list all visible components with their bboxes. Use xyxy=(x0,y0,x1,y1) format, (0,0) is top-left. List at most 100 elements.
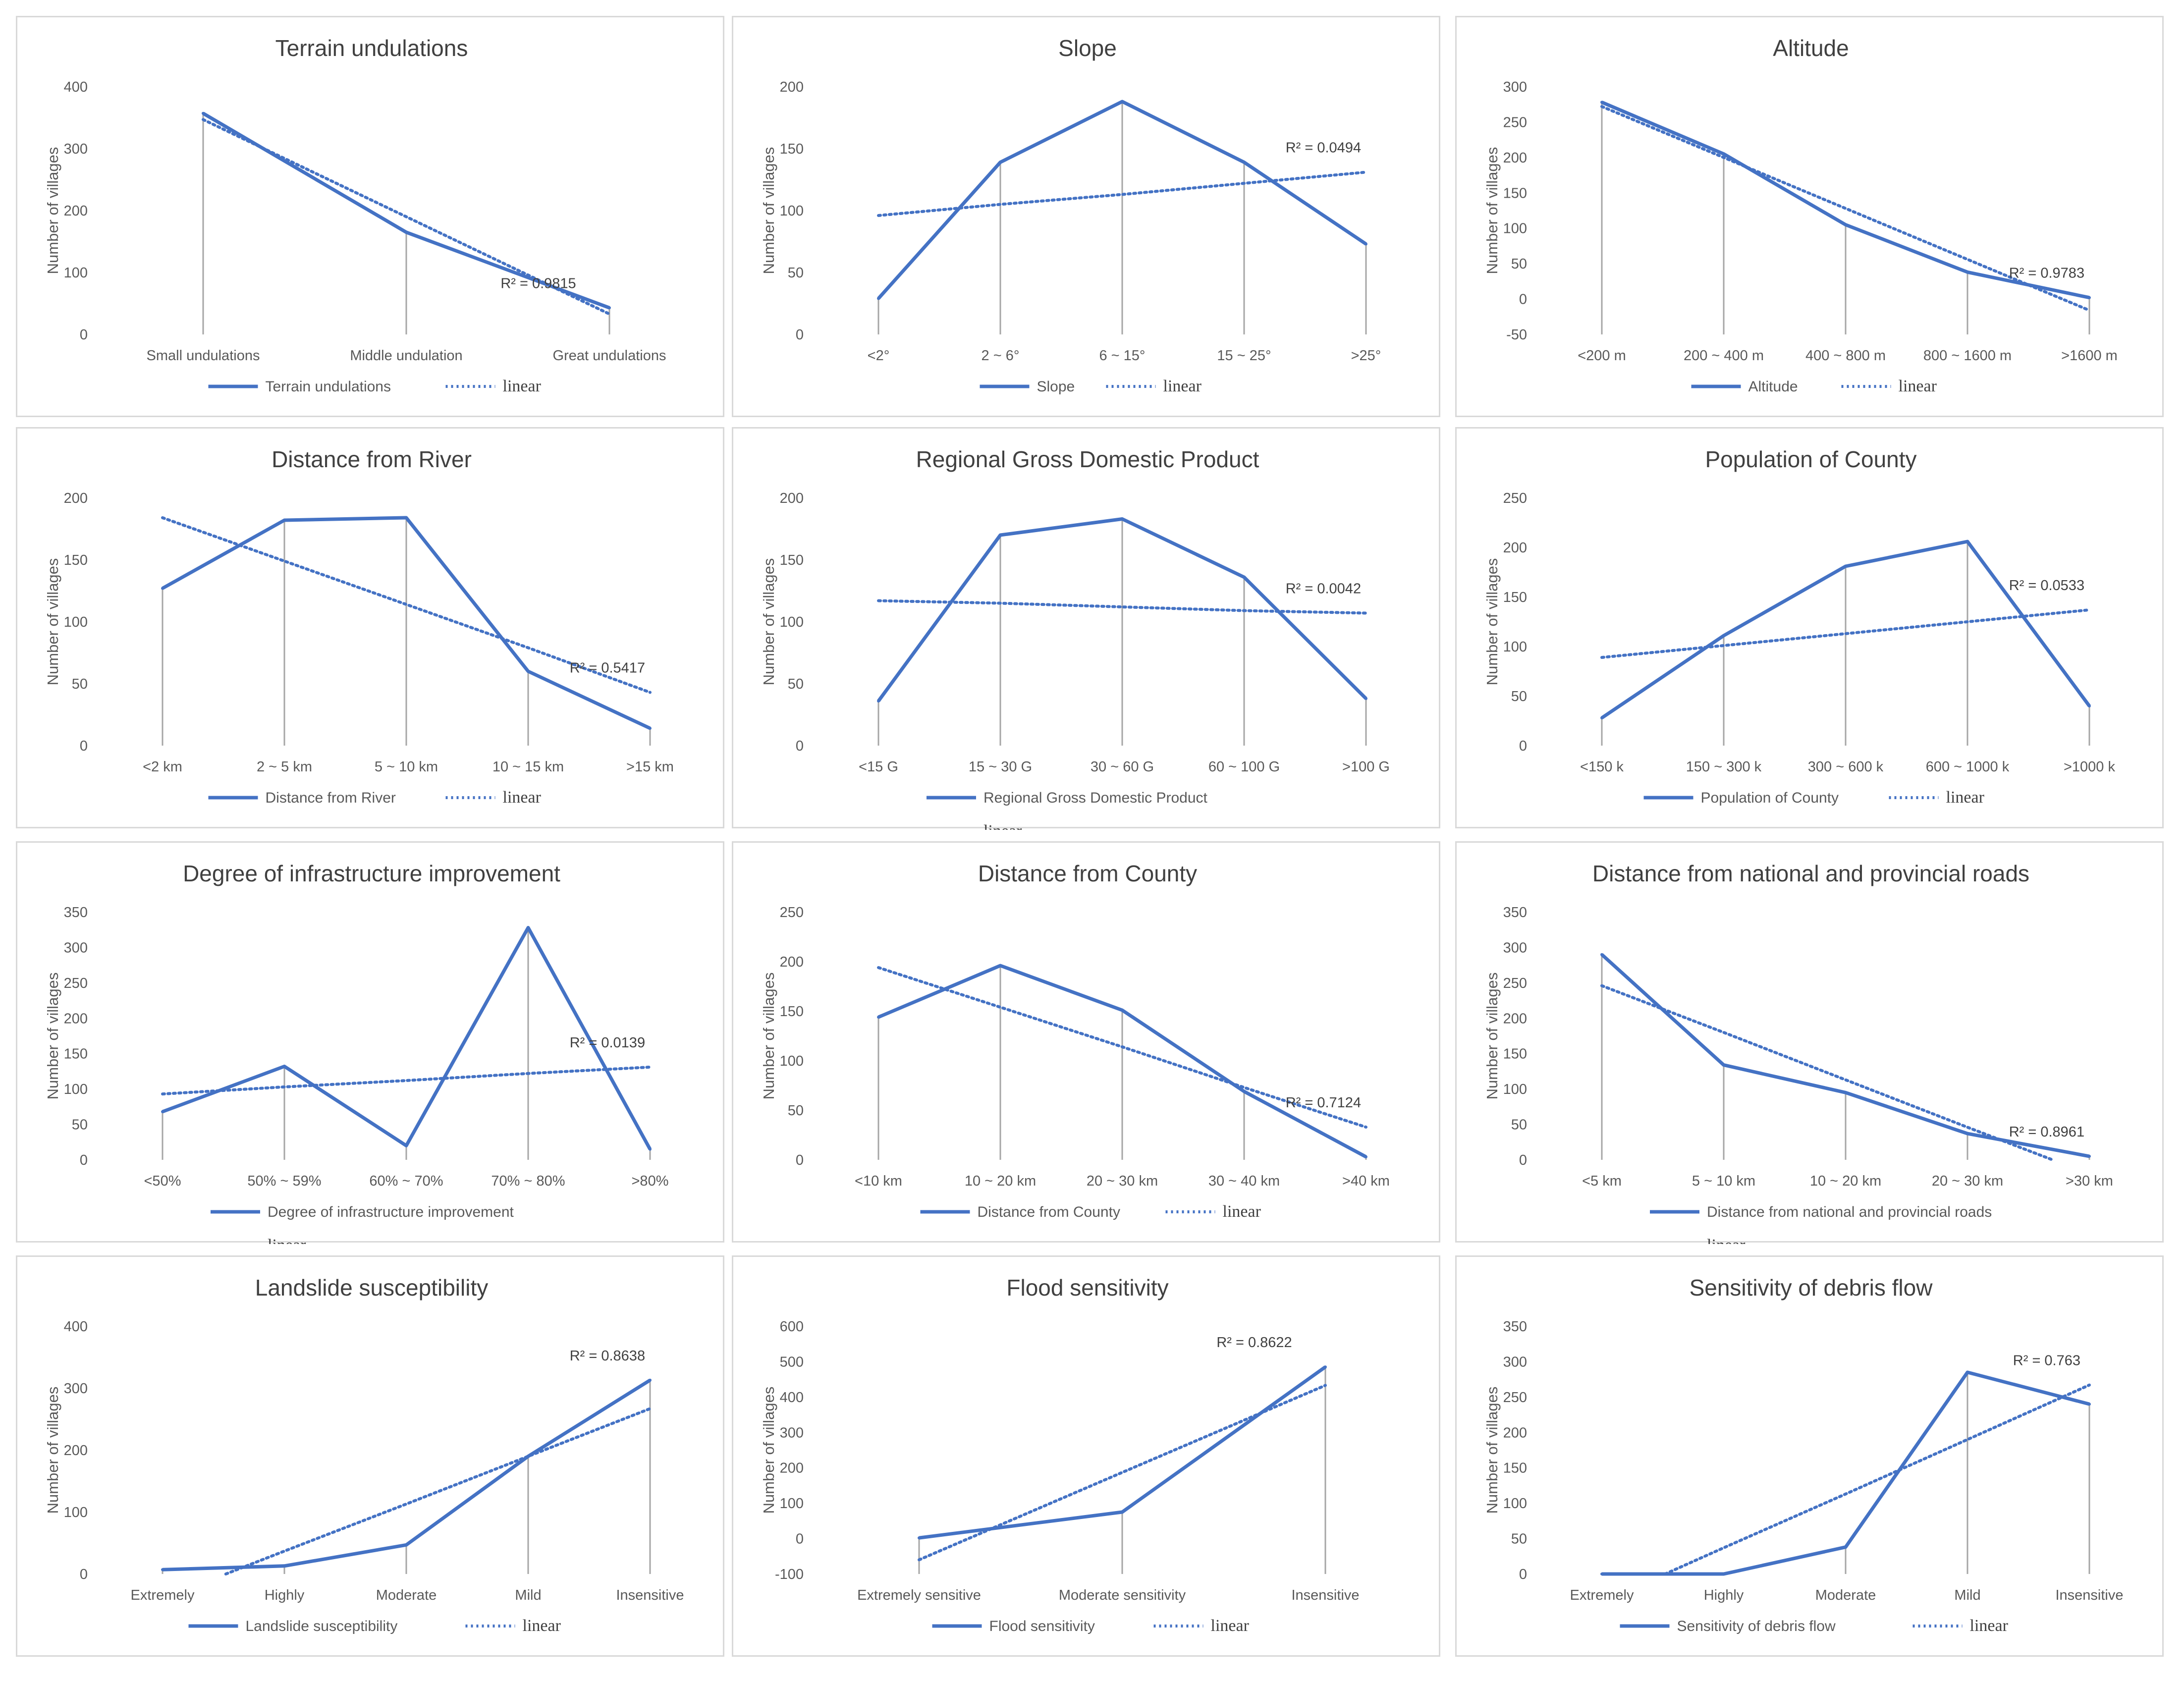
legend: Terrain undulations linear xyxy=(208,377,542,395)
y-axis-label: Number of villages xyxy=(1483,147,1501,274)
x-tick-label: Moderate xyxy=(376,1587,437,1603)
y-tick-label: 50 xyxy=(788,1103,804,1119)
data-point xyxy=(1722,634,1725,637)
data-point xyxy=(1243,576,1246,579)
x-tick-label: Moderate xyxy=(1815,1587,1876,1603)
legend: Landslide susceptibility linear xyxy=(188,1617,561,1635)
data-point xyxy=(161,587,164,590)
legend-series-label: Regional Gross Domestic Product xyxy=(983,790,1208,806)
x-tick-label: 30 ~ 40 km xyxy=(1208,1173,1280,1189)
chart-title: Distance from River xyxy=(272,446,472,472)
chart-title: Degree of infrastructure improvement xyxy=(183,861,560,886)
data-point xyxy=(283,1564,286,1568)
x-tick-label: 200 ~ 400 m xyxy=(1684,348,1764,364)
y-tick-label: 0 xyxy=(1519,738,1527,754)
chart-panel: Distance from national and provincial ro… xyxy=(1455,841,2164,1244)
y-tick-label: 300 xyxy=(64,940,88,956)
y-tick-label: 400 xyxy=(64,1319,88,1335)
line-chart: Distance from national and provincial ro… xyxy=(1483,861,2113,1244)
y-tick-label: 350 xyxy=(64,905,88,921)
y-tick-label: 150 xyxy=(1503,590,1527,605)
r-squared-label: R² = 0.0139 xyxy=(570,1035,645,1051)
data-point xyxy=(161,1110,164,1113)
x-tick-label: Small undulations xyxy=(147,348,260,364)
y-axis-label: Number of villages xyxy=(760,147,777,274)
x-tick-label: >1000 k xyxy=(2064,759,2116,775)
x-tick-label: Mild xyxy=(515,1587,541,1603)
y-tick-label: 200 xyxy=(64,1443,88,1459)
r-squared-label: R² = 0.7124 xyxy=(1286,1095,1361,1111)
data-point xyxy=(527,670,530,673)
x-tick-label: Great undulations xyxy=(553,348,666,364)
y-tick-label: 200 xyxy=(1503,150,1527,166)
line-chart: Flood sensitivity -100 0 100 200 300 400 500 600… xyxy=(760,1275,1360,1635)
trend-line xyxy=(1600,105,2091,312)
x-tick-label: Mild xyxy=(1954,1587,1980,1603)
y-tick-label: 100 xyxy=(1503,1082,1527,1097)
data-point xyxy=(1966,271,1969,274)
data-point xyxy=(1844,1545,1847,1549)
y-axis-label: Number of villages xyxy=(1483,973,1501,1100)
chart-panel: Distance from River 0 50 100 150 200 Number of… xyxy=(16,427,724,828)
chart-title: Regional Gross Domestic Product xyxy=(916,446,1259,472)
data-point xyxy=(1121,100,1124,103)
data-point xyxy=(1600,1573,1603,1575)
legend-trend-label: linear xyxy=(503,377,542,395)
x-tick-label: >15 km xyxy=(626,759,674,775)
legend-trend-label: linear xyxy=(268,1236,306,1244)
y-tick-label: 300 xyxy=(64,141,88,157)
chart-panel: Population of County 0 50 100 150 200 250 Numbe… xyxy=(1455,427,2164,828)
x-tick-label: <15 G xyxy=(859,759,898,775)
y-tick-label: 300 xyxy=(1503,1354,1527,1370)
y-tick-label: 150 xyxy=(780,1004,804,1020)
data-point xyxy=(2088,705,2091,707)
chart-panel: Landslide susceptibility 0 100 200 300 400 Num… xyxy=(16,1255,724,1657)
y-tick-label: 100 xyxy=(1503,221,1527,237)
data-point xyxy=(2088,1403,2091,1406)
legend: Altitude linear xyxy=(1691,377,1937,395)
legend: Regional Gross Domestic Product linear xyxy=(927,790,1208,830)
y-axis-label: Number of villages xyxy=(1483,558,1501,686)
data-point xyxy=(999,534,1002,537)
r-squared-label: R² = 0.9815 xyxy=(500,275,576,291)
legend-trend-label: linear xyxy=(523,1617,561,1635)
r-squared-label: R² = 0.8622 xyxy=(1216,1335,1292,1351)
legend: Flood sensitivity linear xyxy=(932,1617,1250,1635)
y-tick-label: 50 xyxy=(1511,256,1527,272)
data-point xyxy=(1243,161,1246,164)
x-tick-label: >30 km xyxy=(2066,1173,2113,1189)
data-point xyxy=(161,1568,164,1572)
x-tick-label: Insensitive xyxy=(2055,1587,2123,1603)
y-tick-label: 200 xyxy=(780,79,804,95)
x-tick-label: Extremely xyxy=(1570,1587,1634,1603)
x-tick-label: 20 ~ 30 km xyxy=(1087,1173,1158,1189)
chart-title: Terrain undulations xyxy=(275,35,468,61)
data-point xyxy=(1600,716,1603,719)
data-point xyxy=(877,297,880,300)
data-point xyxy=(1243,1090,1246,1093)
y-tick-label: 150 xyxy=(64,552,88,568)
x-tick-label: 70% ~ 80% xyxy=(491,1173,565,1189)
x-tick-label: 10 ~ 20 km xyxy=(1810,1173,1881,1189)
x-tick-label: >100 G xyxy=(1342,759,1390,775)
legend-series-label: Degree of infrastructure improvement xyxy=(268,1204,514,1220)
y-tick-label: 0 xyxy=(1519,1152,1527,1168)
y-tick-label: 0 xyxy=(80,1567,88,1582)
r-squared-label: R² = 0.0042 xyxy=(1286,581,1361,597)
y-tick-label: 600 xyxy=(780,1319,804,1335)
chart-title: Landslide susceptibility xyxy=(255,1275,489,1301)
y-tick-label: 0 xyxy=(796,1152,804,1168)
line-chart: Slope 0 50 100 150 200 Number of villages <2° 2 … xyxy=(760,35,1381,395)
y-tick-label: 250 xyxy=(1503,976,1527,991)
trend-line xyxy=(161,1065,652,1096)
y-tick-label: 100 xyxy=(64,1505,88,1520)
legend-trend-label: linear xyxy=(1163,377,1202,395)
y-tick-label: 200 xyxy=(1503,540,1527,556)
y-axis-label: Number of villages xyxy=(44,973,61,1100)
y-tick-label: 100 xyxy=(780,1053,804,1069)
x-tick-label: 10 ~ 20 km xyxy=(965,1173,1036,1189)
x-tick-label: 6 ~ 15° xyxy=(1099,348,1145,364)
y-tick-label: 0 xyxy=(80,738,88,754)
chart-title: Distance from County xyxy=(978,861,1197,886)
x-tick-label: <2 km xyxy=(143,759,182,775)
